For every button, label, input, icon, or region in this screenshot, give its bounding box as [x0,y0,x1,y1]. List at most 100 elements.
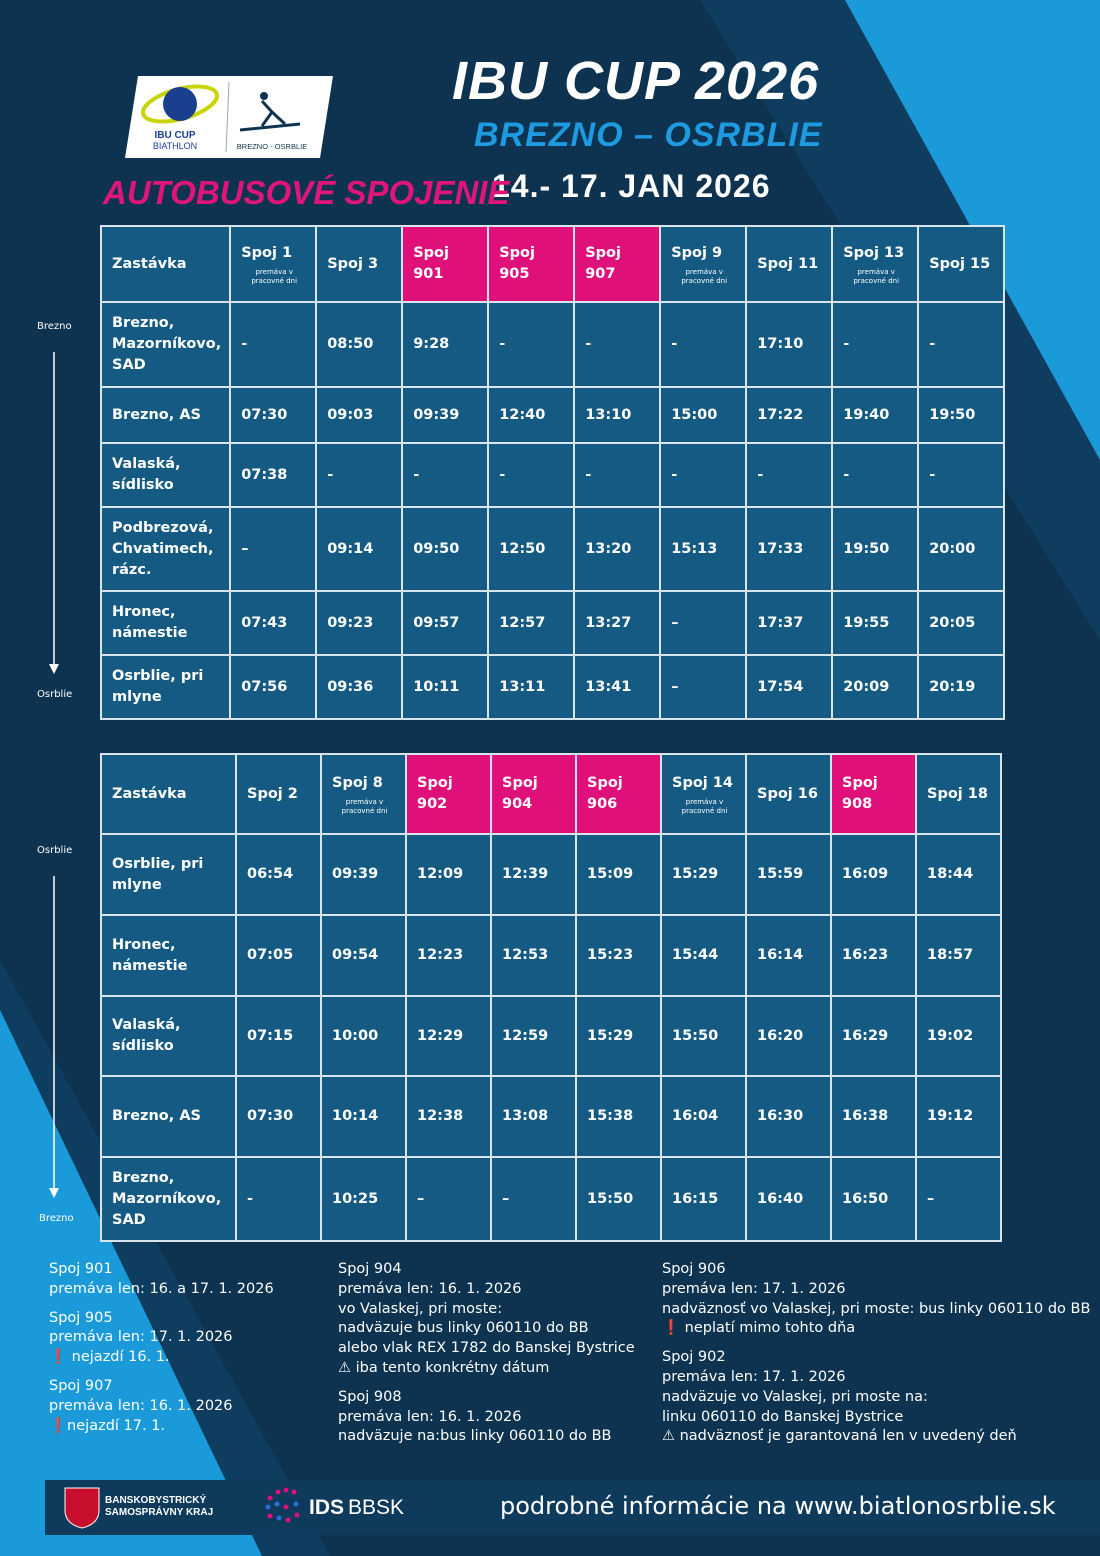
time-cell: - [573,301,662,388]
row: Hronec, námestie 07:43 09:23 09:57 12:57 13:2… [99,590,1006,656]
row: Brezno, Mazorníkovo, SAD -08:50 9:28- - -17:… [99,301,1006,388]
logo-text: BREZNO - OSRBLIE [237,142,307,151]
time-cell: - [831,442,920,508]
footer-region: BANSKOBYSTRICKÝ [105,1493,206,1506]
logo-figure [260,92,268,100]
time-cell: 17:33 [745,506,834,592]
note-line: linku 060110 do Banskej Bystrice [662,1408,904,1425]
notes-column: Spoj 906 premáva len: 17. 1. 2026 nadväzno… [662,1260,1090,1456]
time-cell: - [659,301,748,388]
time-cell: 15:00 [659,386,748,444]
logo-ball [163,87,197,121]
time-cell: 07:38 [229,442,318,508]
time-cell: 15:44 [660,914,747,997]
stop-cell: Osrblie, pri mlyne [100,833,237,916]
note-line: ⚠ iba tento konkrétny dátum [338,1359,550,1376]
row: Osrblie, pri mlyne 07:56 09:36 10:11 13:11 13… [99,654,1006,720]
note-line: ❗ nejazdí 16. 1. [49,1349,170,1366]
time-cell: 15:50 [660,995,747,1077]
column-label: Spoj 902 [417,775,453,812]
time-cell: 17:37 [745,590,834,656]
direction-arrow [49,664,59,674]
time-cell: 16:04 [660,1075,747,1158]
logo-text: IBU CUP [154,130,195,141]
column-label: Spoj 908 [842,775,878,812]
time-cell: 12:40 [487,386,576,444]
coat-of-arms [64,1487,100,1529]
column-label: Spoj 16 [757,785,818,802]
time-cell: 10:14 [320,1075,407,1158]
header-row: Zastávka Spoj 2 Spoj 8 premáva v pracovné d… [100,753,1002,835]
time-cell: 07:30 [235,1075,322,1158]
row: Osrblie, pri mlyne 06:54 09:39 12:09 12:39 15… [100,833,1002,916]
column-label: Spoj 906 [587,775,623,812]
header-cell: Spoj 904 [490,753,577,835]
header-cell: Spoj 902 [405,753,492,835]
time-cell: 15:29 [575,995,662,1077]
time-cell: 13:41 [573,654,662,720]
column-label: Spoj 907 [585,245,621,282]
stop-cell: Brezno, Mazorníkovo, SAD [100,1156,237,1242]
row: Brezno, AS 07:30 10:14 12:38 13:08 15:38 16:04… [100,1075,1002,1158]
time-cell: 15:09 [575,833,662,916]
time-cell: 12:59 [490,995,577,1077]
time-cell: 13:27 [573,590,662,656]
time-cell: - [487,301,576,388]
column-note: premáva v pracovné dni [853,267,900,285]
time-cell: - [487,442,576,508]
dates: 14.- 17. JAN 2026 [492,168,771,204]
direction-arrow [49,1188,59,1198]
time-cell: 07:30 [229,386,318,444]
time-cell: 09:54 [320,914,407,997]
stop-cell: Valaská, sídlisko [100,995,237,1077]
time-cell: 9:28 [401,301,490,388]
note-line: ❗nejazdí 17. 1. [49,1417,166,1434]
ids-icon [265,1487,300,1523]
time-cell: 15:29 [660,833,747,916]
header-cell: Spoj 11 [745,225,834,303]
column-label: Spoj 13 [843,244,905,261]
row: Brezno, AS 07:30 09:03 09:39 12:40 13:10 15:00… [99,386,1006,444]
time-cell: 16:50 [830,1156,917,1242]
time-cell: - [917,442,1006,508]
time-cell: – [229,506,318,592]
subtitle: BREZNO – OSRBLIE [474,116,823,154]
stop-cell: Valaská, sídlisko [99,442,232,508]
notes-column: Spoj 904 premáva len: 16. 1. 2026 vo Vala… [338,1260,635,1456]
logo-text: BIATHLON [153,141,197,151]
time-cell: 15:50 [575,1156,662,1242]
time-cell: 13:10 [573,386,662,444]
note-line: premáva len: 16. 1. 2026 [49,1397,233,1414]
header-cell: Spoj 16 [745,753,832,835]
direction-from: Osrblie [37,845,73,856]
time-cell: 07:15 [235,995,322,1077]
note-block: Spoj 902 premáva len: 17. 1. 2026 nadväzu… [662,1348,1090,1447]
time-cell: – [915,1156,1002,1242]
time-cell: 20:05 [917,590,1006,656]
header-cell: Spoj 3 [315,225,404,303]
time-cell: 07:56 [229,654,318,720]
time-cell: 16:20 [745,995,832,1077]
note-line: vo Valaskej, pri moste: [338,1300,503,1317]
title: IBU CUP 2026 [452,51,820,111]
time-cell: - [745,442,834,508]
time-cell: 15:13 [659,506,748,592]
time-cell: - [229,301,318,388]
stop-cell: Osrblie, pri mlyne [99,654,232,720]
note-block: Spoj 905 premáva len: 17. 1. 2026 ❗ nejazd… [49,1309,274,1368]
time-cell: 19:12 [915,1075,1002,1158]
time-cell: 15:59 [745,833,832,916]
time-cell: 09:50 [401,506,490,592]
header-cell: Spoj 908 [830,753,917,835]
note-line: premáva len: 16. 1. 2026 [338,1408,522,1425]
time-cell: 16:09 [830,833,917,916]
time-cell: 13:11 [487,654,576,720]
time-cell: - [235,1156,322,1242]
row: Podbrezová, Chvatimech, rázc. –09:14 09:50… [99,506,1006,592]
row: Valaská, sídlisko 07:15 10:00 12:29 12:59 15:… [100,995,1002,1077]
note-line: ⚠ nadväznosť je garantovaná len v uveden… [662,1428,1017,1445]
time-cell: – [490,1156,577,1242]
stop-cell: Hronec, námestie [99,590,232,656]
time-cell: 19:02 [915,995,1002,1077]
header-cell: Spoj 14 premáva v pracovné dni [660,753,747,835]
